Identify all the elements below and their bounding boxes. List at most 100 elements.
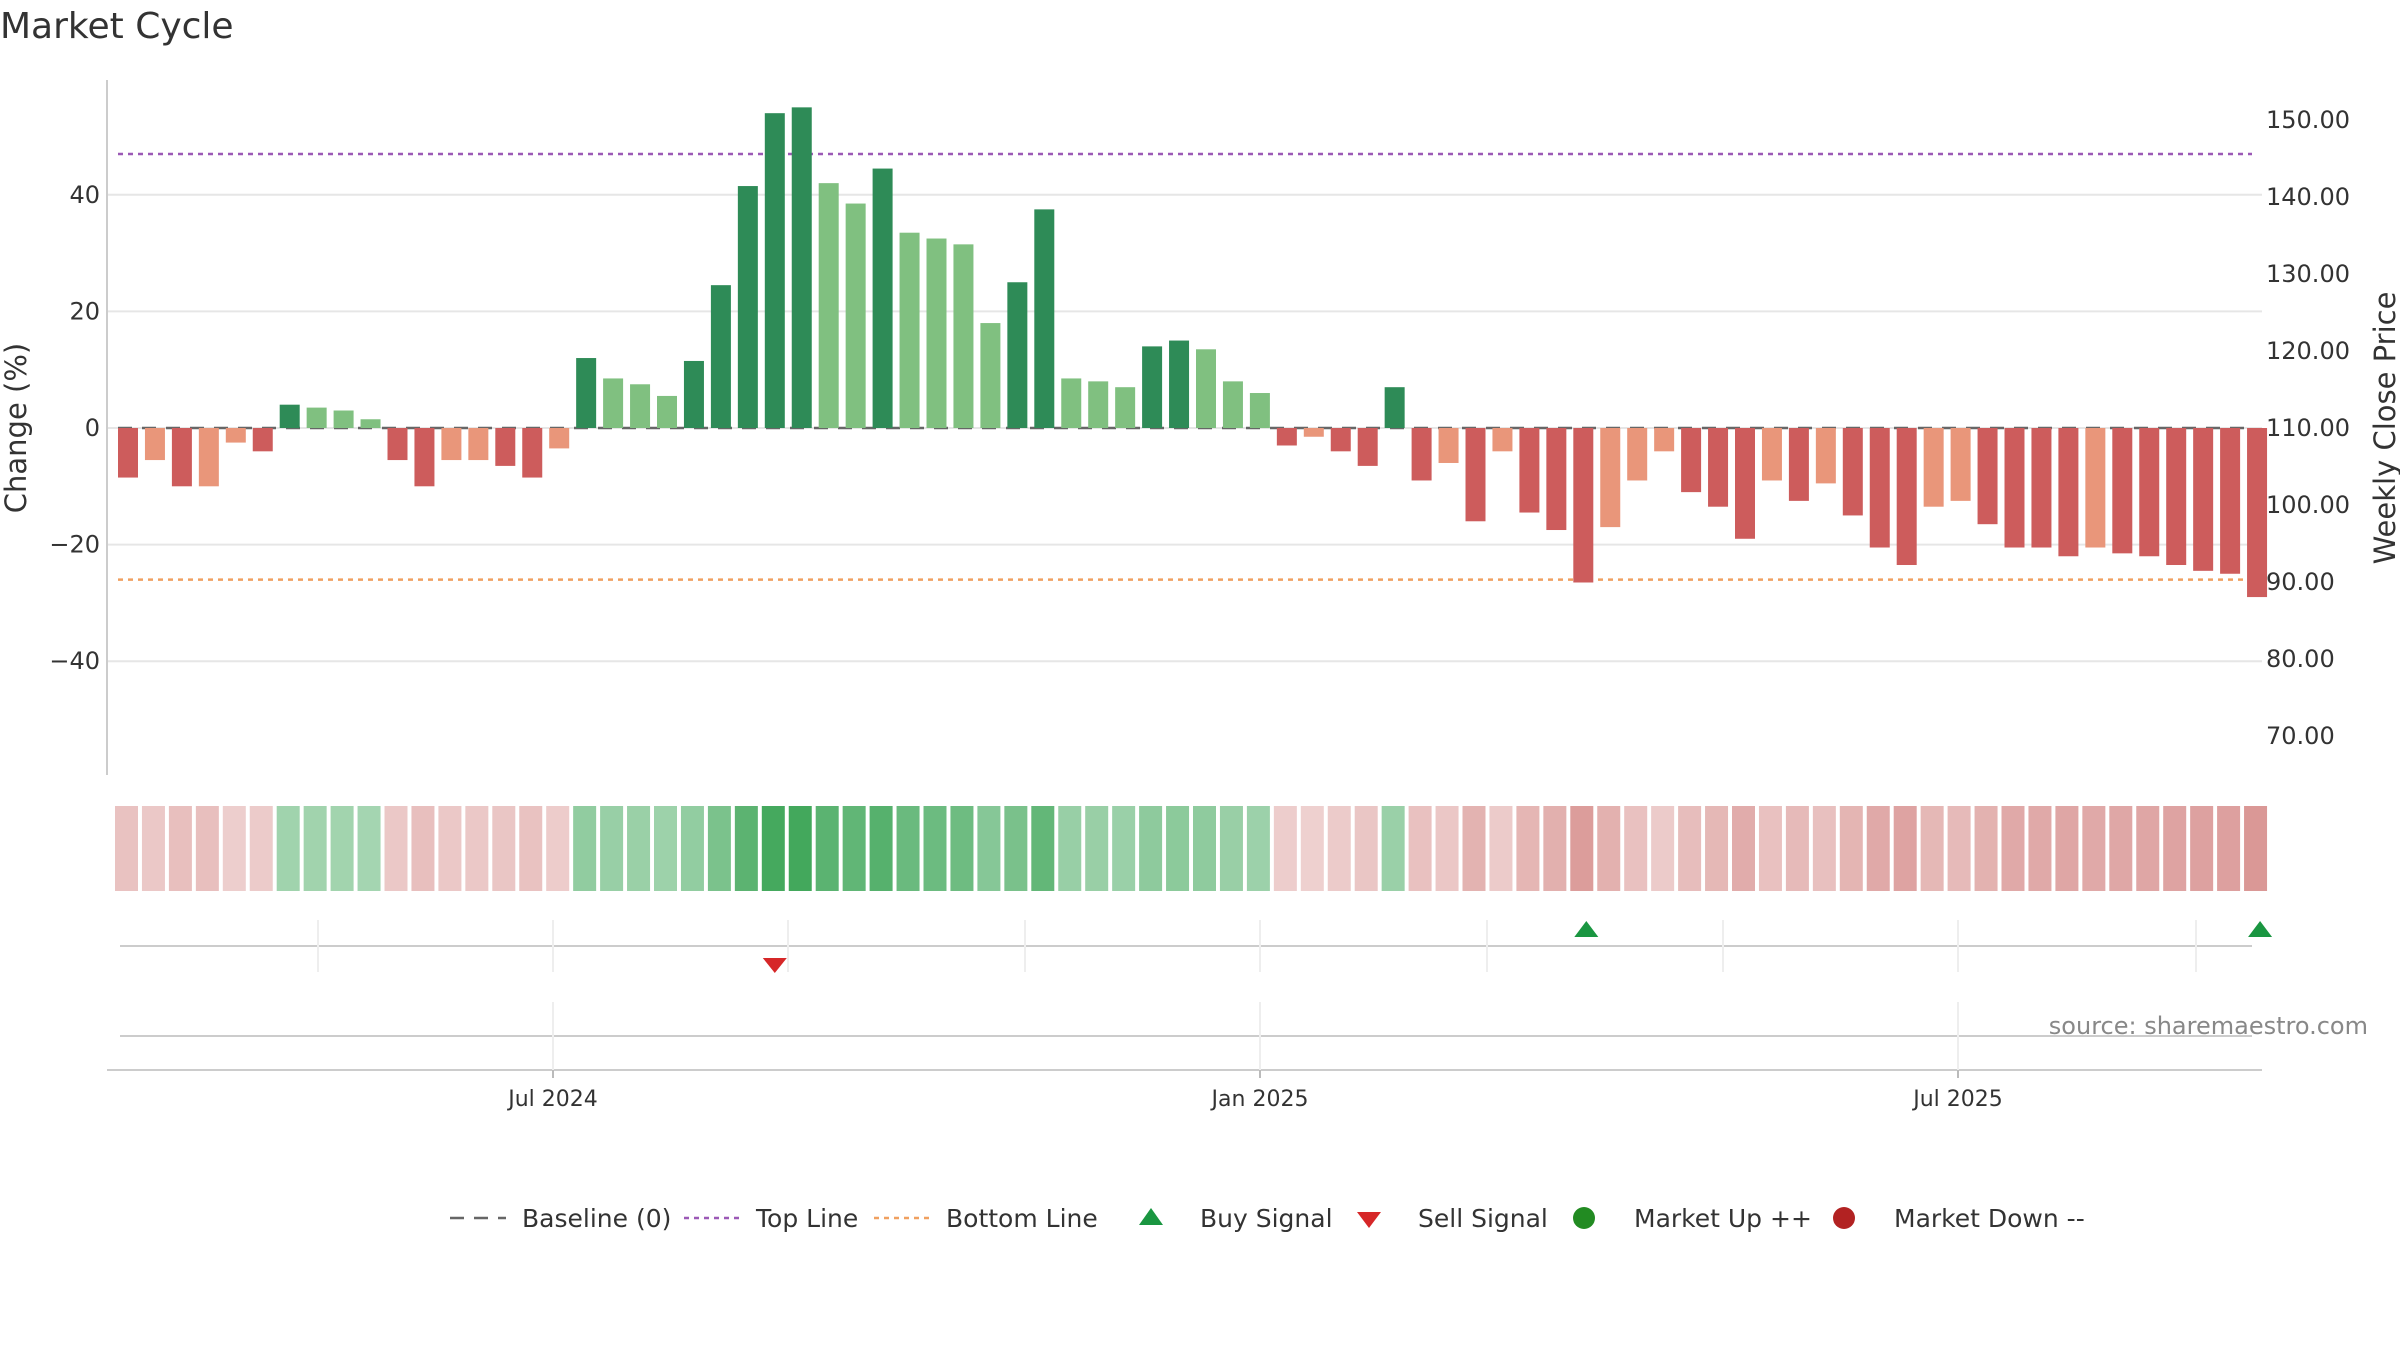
price-panel xyxy=(107,1002,2262,1071)
legend-item: Market Up ++ xyxy=(1573,1204,1812,1233)
bar xyxy=(1708,428,1729,507)
legend-label: Buy Signal xyxy=(1200,1204,1333,1233)
heat-cell xyxy=(1812,806,1836,891)
legend-label: Top Line xyxy=(755,1204,858,1233)
heat-cell xyxy=(1705,806,1729,891)
heat-cell xyxy=(438,806,462,891)
right-tick-label: 140.00 xyxy=(2266,183,2350,211)
heat-cell xyxy=(303,806,327,891)
heat-cell xyxy=(1354,806,1378,891)
bar xyxy=(818,183,839,428)
legend-item: Market Down -- xyxy=(1833,1204,2085,1233)
right-tick-label: 110.00 xyxy=(2266,414,2350,442)
sell-signal-marker xyxy=(762,958,787,973)
bar xyxy=(1142,346,1163,428)
bar xyxy=(1303,428,1324,437)
date-tick-label: Jan 2025 xyxy=(1210,1087,1309,1112)
heat-cell xyxy=(1866,806,1890,891)
bar xyxy=(926,238,947,428)
heat-cell xyxy=(600,806,624,891)
heat-cell xyxy=(2082,806,2106,891)
heat-cell xyxy=(1058,806,1082,891)
heat-cell xyxy=(950,806,974,891)
bar xyxy=(1061,378,1082,428)
bar xyxy=(2085,428,2106,548)
legend: Baseline (0) Top Line Bottom Line Buy Signa… xyxy=(450,1204,2085,1233)
heat-cell xyxy=(1085,806,1109,891)
bar xyxy=(899,232,920,428)
bar xyxy=(441,428,462,461)
heat-cell xyxy=(1489,806,1513,891)
heat-cell xyxy=(734,806,758,891)
bar xyxy=(2193,428,2214,571)
bar xyxy=(279,404,300,428)
bar xyxy=(1600,428,1621,528)
bar xyxy=(1923,428,1944,507)
bar xyxy=(198,428,219,487)
heat-cell xyxy=(977,806,1001,891)
bar xyxy=(764,113,785,429)
left-tick-label: −20 xyxy=(49,531,100,559)
left-axis-title: Change (%) xyxy=(0,343,33,513)
bar xyxy=(1465,428,1486,522)
heat-cell xyxy=(923,806,947,891)
bar xyxy=(1088,381,1109,428)
bar xyxy=(980,323,1001,428)
heat-cell xyxy=(1893,806,1917,891)
triangle-up-icon xyxy=(1139,1208,1163,1225)
heat-cell xyxy=(465,806,489,891)
triangle-down-icon xyxy=(1357,1212,1381,1228)
bar xyxy=(1950,428,1971,501)
legend-label: Baseline (0) xyxy=(522,1204,671,1233)
bar xyxy=(333,410,354,428)
heat-cell xyxy=(869,806,893,891)
bar xyxy=(2004,428,2025,548)
right-tick-label: 100.00 xyxy=(2266,491,2350,519)
heat-cell xyxy=(141,806,165,891)
heat-cell xyxy=(627,806,651,891)
bar xyxy=(791,107,812,428)
bar xyxy=(2247,428,2268,598)
heat-cell xyxy=(1651,806,1675,891)
legend-item: Sell Signal xyxy=(1357,1204,1548,1233)
bar xyxy=(2220,428,2241,574)
bar xyxy=(1869,428,1890,548)
bars xyxy=(118,107,2268,598)
heat-cell xyxy=(2244,806,2268,891)
bar xyxy=(1330,428,1351,452)
circle-icon xyxy=(1573,1207,1595,1229)
heat-cell xyxy=(222,806,246,891)
bar xyxy=(1276,428,1297,446)
heat-cell xyxy=(761,806,785,891)
heat-cell xyxy=(707,806,731,891)
heat-cell xyxy=(1543,806,1567,891)
bar xyxy=(225,428,246,443)
heat-cell xyxy=(2109,806,2133,891)
date-ticks: Jul 2024 Jan 2025 Jul 2025 xyxy=(506,1070,2003,1112)
heat-cell xyxy=(2217,806,2241,891)
left-tick-label: 40 xyxy=(69,181,100,209)
bar xyxy=(1681,428,1702,493)
heat-cell xyxy=(330,806,354,891)
heat-cell xyxy=(1112,806,1136,891)
bar xyxy=(1007,282,1028,428)
bar xyxy=(603,378,624,428)
bar xyxy=(2166,428,2187,566)
bar xyxy=(1384,387,1405,428)
legend-item: Buy Signal xyxy=(1139,1204,1333,1233)
right-tick-label: 70.00 xyxy=(2266,722,2335,750)
heat-cell xyxy=(2163,806,2187,891)
bar xyxy=(1411,428,1432,481)
heat-cell xyxy=(573,806,597,891)
heat-cell xyxy=(1678,806,1702,891)
right-tick-label: 150.00 xyxy=(2266,106,2350,134)
heat-cell xyxy=(1785,806,1809,891)
heat-cell xyxy=(1246,806,1270,891)
source-label: source: sharemaestro.com xyxy=(2049,1012,2368,1040)
heat-cell xyxy=(1300,806,1324,891)
bar xyxy=(549,428,570,449)
bar xyxy=(1546,428,1567,531)
date-tick-label: Jul 2025 xyxy=(1911,1087,2003,1112)
bar xyxy=(414,428,435,487)
